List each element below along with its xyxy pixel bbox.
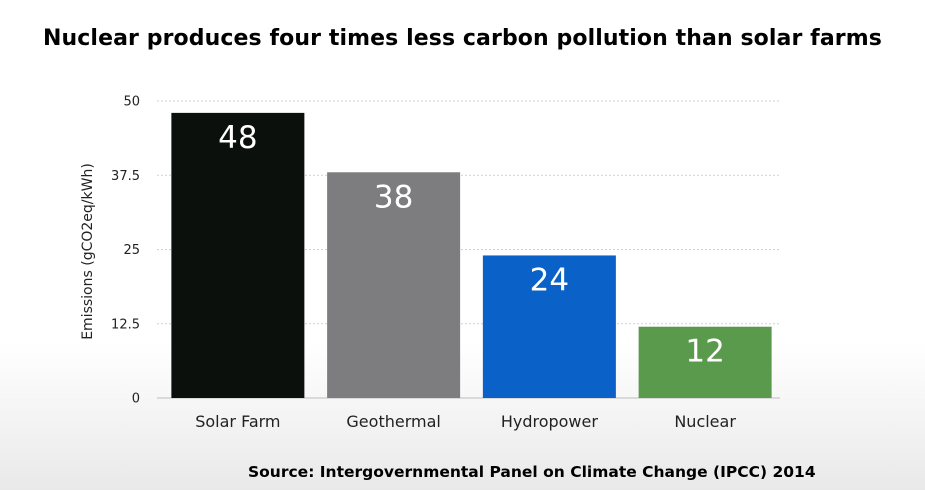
source-note: Source: Intergovernmental Panel on Clima… [248,463,816,481]
bar-solar-farm [171,112,305,398]
x-category-label: Hydropower [501,412,599,431]
bar-nuclear [638,326,772,398]
y-tick-label: 50 [123,95,140,110]
value-labels: 48 38 24 12 [218,120,725,370]
bar-geothermal [327,172,461,398]
x-category-label: Geothermal [346,412,440,431]
bars [171,112,772,398]
bar-hydropower [482,255,616,398]
bar-value-label: 12 [685,334,724,370]
y-tick-label: 25 [123,243,140,258]
y-tick-label: 12.5 [111,317,140,332]
y-tick-label: 0 [132,392,140,407]
bar-value-label: 48 [218,120,257,156]
x-category-label: Solar Farm [195,412,280,431]
x-category-label: Nuclear [674,412,736,431]
category-labels: Solar Farm Geothermal Hydropower Nuclear [195,412,736,431]
bar-chart: 0 12.5 25 37.5 50 48 38 24 12 Solar Farm Geother… [80,95,780,431]
chart-title: Nuclear produces four times less carbon … [43,26,882,51]
y-tick-label: 37.5 [111,169,140,184]
bar-value-label: 24 [530,262,569,298]
bar-value-label: 38 [374,179,413,215]
y-axis-ticks: 0 12.5 25 37.5 50 [111,95,140,407]
y-axis-label: Emissions (gCO2eq/kWh) [80,163,96,340]
